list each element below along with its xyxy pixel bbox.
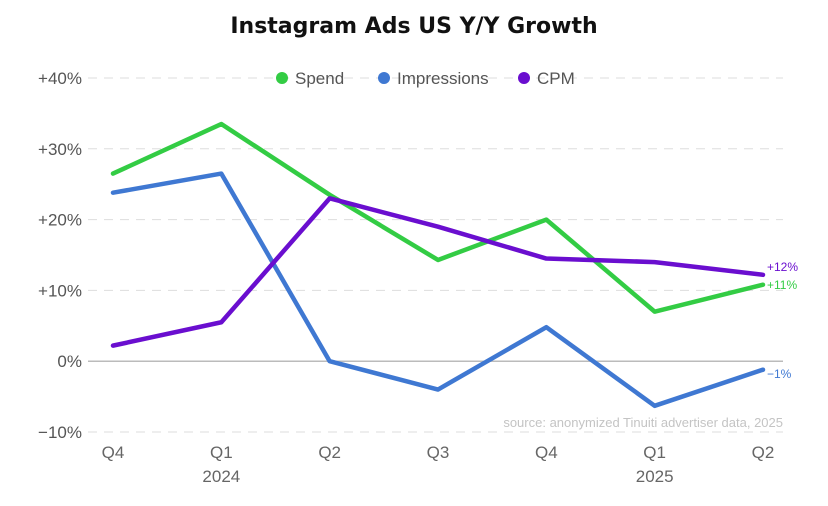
x-tick-year: 2024 [202,467,240,486]
end-labels: +11% −1% +12% [767,260,798,381]
y-tick-label: +30% [38,140,82,159]
x-tick-label: Q1 [210,443,233,462]
series-line-impressions [110,171,766,409]
y-tick-label: +10% [38,281,82,300]
series-line-cpm [110,196,766,348]
series-lines [110,121,766,409]
y-tick-label: −10% [38,423,82,442]
chart-title: Instagram Ads US Y/Y Growth [230,14,598,39]
end-label-spend: +11% [767,278,797,292]
legend-label-cpm: CPM [537,69,575,88]
legend-label-spend: Spend [295,69,344,88]
x-tick-label: Q2 [752,443,775,462]
end-label-cpm: +12% [767,260,798,274]
legend-marker-spend [276,72,288,84]
y-tick-label: 0% [57,352,82,371]
y-tick-label: +40% [38,69,82,88]
legend-marker-cpm [518,72,530,84]
x-tick-label: Q1 [643,443,666,462]
x-tick-label: Q4 [535,443,558,462]
grid-lines [88,77,783,433]
y-tick-label: +20% [38,211,82,230]
x-axis-ticks: Q4 Q1 2024 Q2 Q3 Q4 Q1 2025 Q2 [102,443,775,486]
x-tick-year: 2025 [636,467,674,486]
end-label-impressions: −1% [767,367,792,381]
x-tick-label: Q3 [427,443,450,462]
source-note: source: anonymized Tinuiti advertiser da… [503,415,783,430]
legend-label-impressions: Impressions [397,69,489,88]
legend: Spend Impressions CPM [276,69,575,88]
x-tick-label: Q2 [318,443,341,462]
y-axis-ticks: +40% +30% +20% +10% 0% −10% [38,69,82,442]
series-line-spend [110,121,766,314]
legend-marker-impressions [378,72,390,84]
x-tick-label: Q4 [102,443,125,462]
